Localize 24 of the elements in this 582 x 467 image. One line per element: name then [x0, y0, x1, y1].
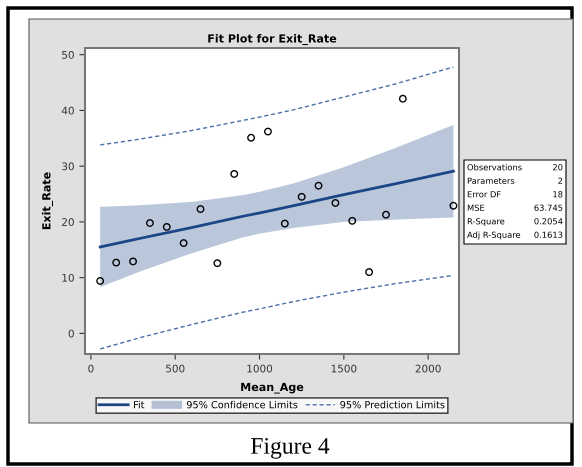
text: Observations 20: [467, 164, 562, 170]
x-tick-label: 1500: [332, 364, 356, 372]
text: MSE 63.745: [468, 204, 562, 211]
text: 95% Confidence Limits: [186, 400, 298, 408]
text: Parameters 2: [468, 178, 562, 184]
y-axis-title: Exit_Rate: [42, 172, 53, 230]
y-tick-label: 50: [62, 50, 74, 59]
x-tick-label: 500: [166, 364, 184, 372]
caption: Figure 4: [251, 438, 330, 459]
chart-title: Fit Plot for Exit_Rate: [208, 34, 336, 46]
y-tick-label: 20: [62, 218, 74, 226]
x-axis-title: Mean_Age: [241, 382, 304, 394]
y-tick-label: 30: [62, 162, 74, 170]
text: Adj R-Square 0.1613: [467, 231, 562, 240]
text: Error DF 18: [468, 191, 562, 198]
y-tick-label: 40: [62, 106, 74, 115]
legend-label: 95% Prediction Limits: [340, 400, 444, 408]
x-tick-label: 0: [88, 364, 94, 372]
text: R-Square 0.2054: [468, 218, 563, 226]
x-tick-label: 2000: [416, 364, 441, 372]
x-tick-label: 1000: [247, 364, 272, 372]
legend-label: Fit: [134, 400, 144, 408]
y-tick-label: 0: [68, 330, 74, 338]
y-tick-label: 10: [62, 274, 74, 282]
